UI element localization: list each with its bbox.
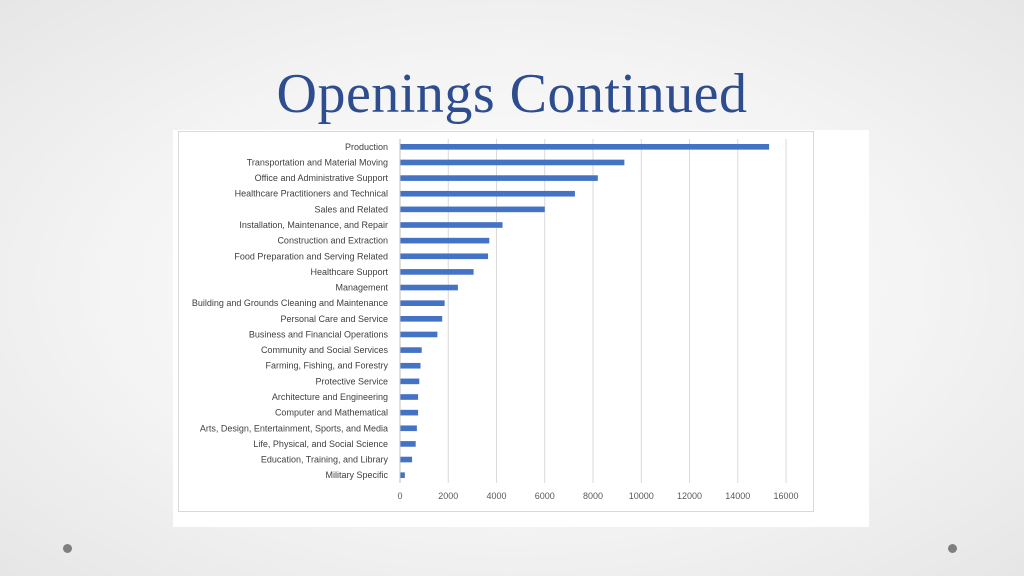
bar	[400, 284, 458, 291]
category-label: Personal Care and Service	[280, 314, 388, 324]
bar	[400, 409, 419, 416]
bar	[400, 362, 421, 369]
category-label: Education, Training, and Library	[261, 455, 389, 465]
decorative-dot-left	[63, 544, 72, 553]
category-label: Healthcare Practitioners and Technical	[235, 189, 388, 199]
category-label: Military Specific	[325, 470, 388, 480]
category-label: Farming, Fishing, and Forestry	[265, 361, 388, 371]
x-tick-label: 10000	[629, 491, 654, 501]
bar	[400, 378, 420, 385]
category-label: Production	[345, 142, 388, 152]
bar	[400, 159, 625, 166]
bar	[400, 269, 474, 275]
category-label: Life, Physical, and Social Science	[253, 439, 388, 449]
x-tick-label: 4000	[486, 491, 506, 501]
bar	[400, 206, 545, 213]
bar	[400, 300, 445, 306]
x-tick-label: 8000	[583, 491, 603, 501]
x-tick-label: 6000	[535, 491, 555, 501]
category-label: Building and Grounds Cleaning and Mainte…	[192, 298, 388, 308]
bar	[400, 441, 416, 447]
category-label: Healthcare Support	[310, 267, 388, 277]
category-label: Construction and Extraction	[277, 236, 388, 246]
bar	[400, 425, 417, 432]
decorative-dot-right	[948, 544, 957, 553]
category-label: Arts, Design, Entertainment, Sports, and…	[200, 423, 388, 433]
category-label: Sales and Related	[314, 204, 388, 214]
bar	[400, 472, 405, 478]
x-tick-label: 14000	[725, 491, 750, 501]
category-label: Office and Administrative Support	[255, 173, 389, 183]
slide-title: Openings Continued	[276, 63, 748, 125]
x-tick-label: 16000	[773, 491, 798, 501]
bar	[400, 253, 489, 260]
bar	[400, 237, 490, 244]
category-label: Protective Service	[315, 376, 388, 386]
x-tick-label: 0	[397, 491, 402, 501]
bar	[400, 456, 413, 463]
category-label: Computer and Mathematical	[275, 408, 388, 418]
bar	[400, 175, 598, 181]
category-label: Food Preparation and Serving Related	[234, 251, 388, 261]
bar	[400, 394, 419, 400]
chart-plot-border	[178, 131, 814, 512]
category-label: Community and Social Services	[261, 345, 389, 355]
bar	[400, 316, 443, 322]
category-label: Business and Financial Operations	[249, 329, 389, 339]
bar	[400, 347, 422, 353]
bar	[400, 190, 575, 197]
x-tick-label: 2000	[438, 491, 458, 501]
bar	[400, 331, 438, 338]
category-label: Management	[335, 283, 388, 293]
category-label: Transportation and Material Moving	[247, 157, 388, 167]
bar	[400, 144, 770, 150]
x-tick-label: 12000	[677, 491, 702, 501]
category-label: Architecture and Engineering	[272, 392, 388, 402]
category-label: Installation, Maintenance, and Repair	[239, 220, 388, 230]
bar	[400, 222, 503, 228]
